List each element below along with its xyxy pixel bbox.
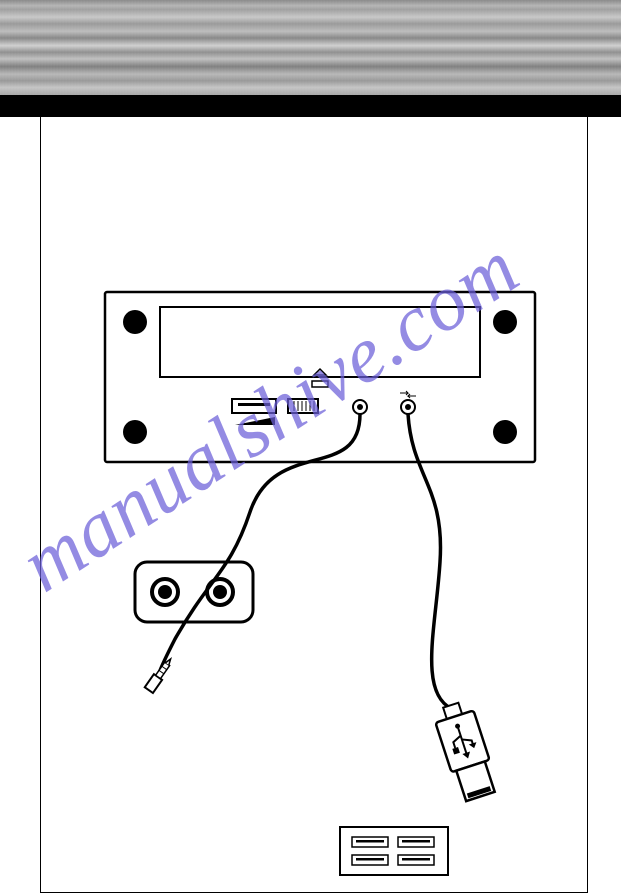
mounting-foot [493, 310, 517, 334]
usb-cable [408, 414, 452, 709]
front-usb-port-slot [238, 403, 270, 406]
eject-slot [312, 381, 328, 387]
page-body: manualshive.com [0, 117, 621, 893]
usb-transfer-icon [400, 391, 416, 398]
brushed-metal-header [0, 0, 621, 95]
connection-diagram [40, 117, 588, 893]
usb-plug [432, 699, 500, 803]
usb-jack-inner [405, 404, 411, 410]
usb-hub [340, 827, 448, 875]
header-divider-bar [0, 95, 621, 117]
mounting-foot [123, 420, 147, 444]
mounting-foot [493, 420, 517, 444]
usb-hub-port [398, 837, 434, 847]
mounting-foot [123, 310, 147, 334]
volume-icon [235, 417, 275, 425]
usb-hub-port [352, 837, 388, 847]
usb-hub-port [352, 855, 388, 865]
eject-icon [314, 369, 326, 375]
aux-jack-inner [357, 404, 363, 410]
aux-cable [158, 414, 360, 678]
speaker-input-jack-inner [158, 585, 172, 599]
usb-hub-port [398, 855, 434, 865]
disc-tray [160, 307, 480, 377]
speaker-input-jack-inner [213, 585, 227, 599]
aux-plug [145, 656, 175, 693]
